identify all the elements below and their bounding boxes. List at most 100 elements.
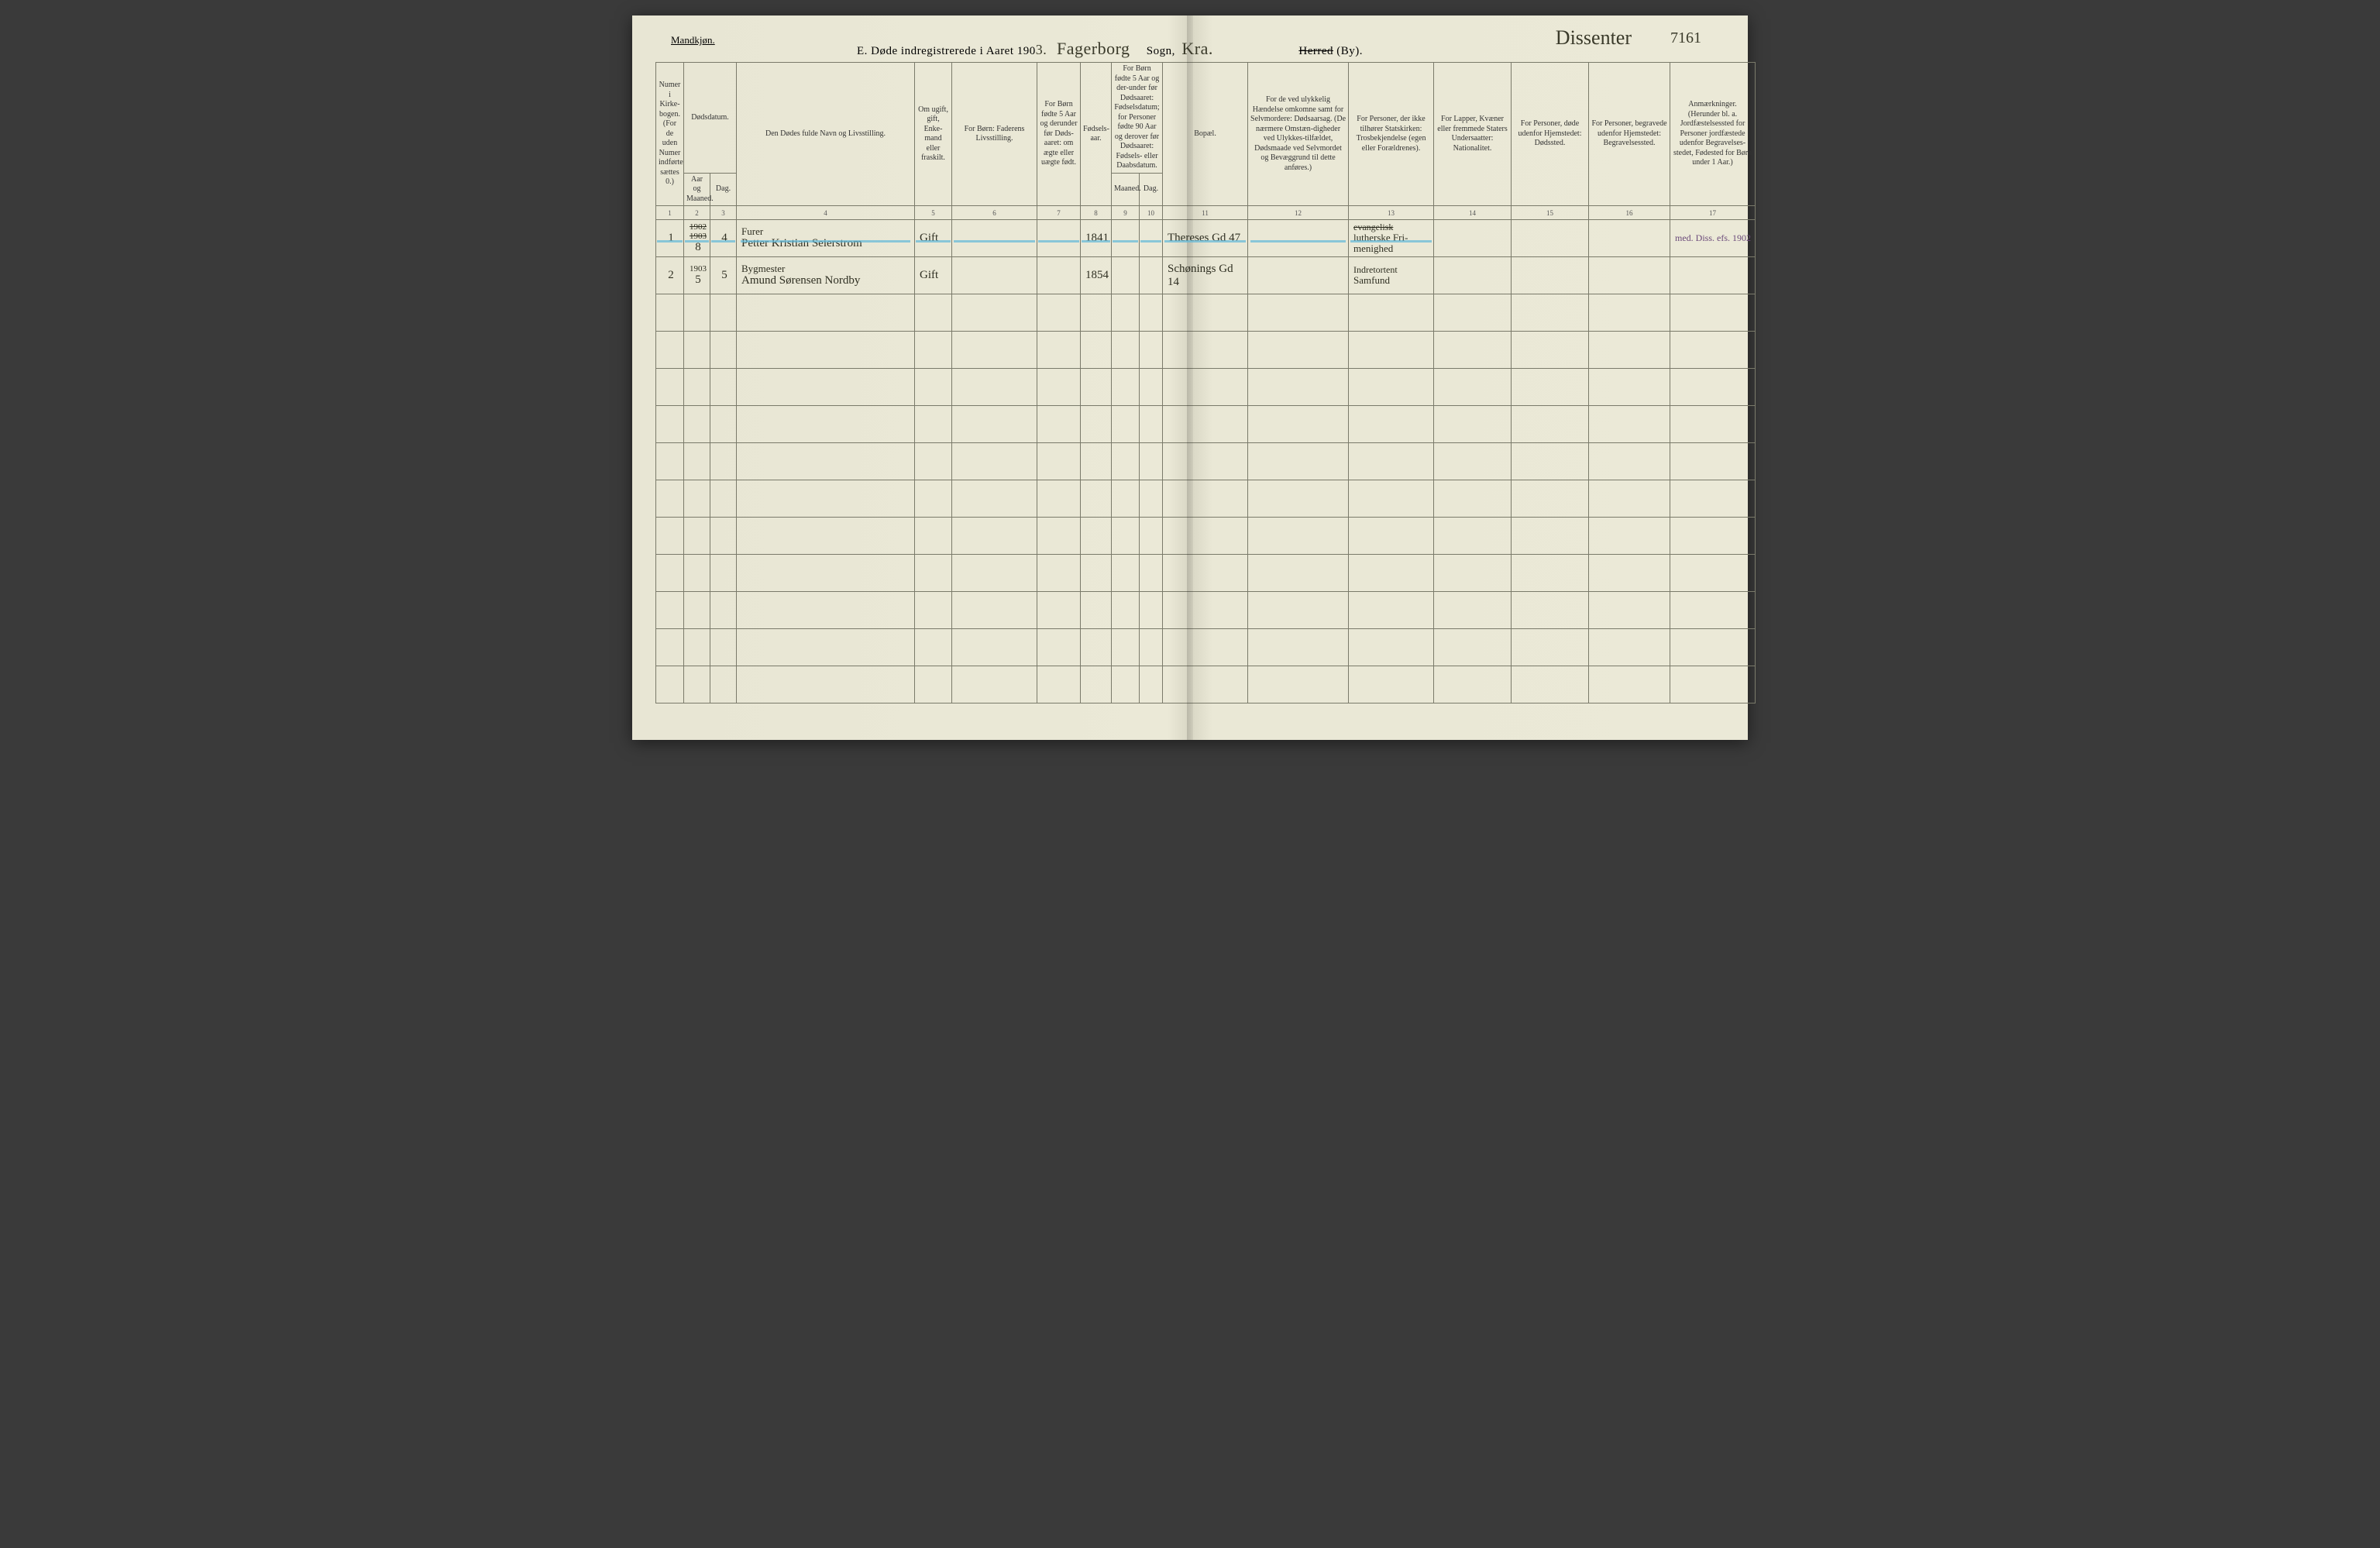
table-row — [656, 480, 1756, 518]
cell-cause — [1248, 220, 1349, 257]
cell-burialplace — [1589, 257, 1670, 294]
data-rows: 1 1902 1903 8 4 Furer Petter Kristian Se… — [656, 220, 1756, 294]
cell-birthyear: 1854 — [1081, 257, 1112, 294]
colnum: 4 — [737, 206, 915, 220]
column-number-row: 1 2 3 4 5 6 7 8 9 10 11 12 13 14 15 16 1… — [656, 206, 1756, 220]
gender-label: Mandkjøn. — [671, 34, 715, 46]
cell-nationality — [1434, 257, 1512, 294]
col-number: Numer i Kirke-bogen. (For de uden Numer … — [656, 63, 684, 206]
cell-legitimacy — [1037, 220, 1081, 257]
col-residence: Bopæl. — [1163, 63, 1248, 206]
col-legitimacy: For Børn fødte 5 Aar og derunder før Død… — [1037, 63, 1081, 206]
empty-rows — [656, 294, 1756, 703]
cell-father — [952, 220, 1037, 257]
cell-birth-month — [1112, 257, 1140, 294]
col-month: Aar og Maaned. — [684, 173, 710, 206]
col-birthdate: For Børn fødte 5 Aar og der-under før Dø… — [1112, 63, 1163, 174]
cell-deathplace — [1512, 220, 1589, 257]
cell-civil: Gift — [915, 220, 952, 257]
page-number: 7161 — [1670, 29, 1701, 47]
col-birth-month: Maaned. — [1112, 173, 1140, 206]
col-deathdate: Dødsdatum. — [684, 63, 737, 174]
herred-struck: Herred — [1298, 45, 1333, 57]
cell-birth-day — [1140, 220, 1163, 257]
table-header: Numer i Kirke-bogen. (For de uden Numer … — [656, 63, 1756, 220]
page-header: Mandkjøn. E. Døde indregistrerede i Aare… — [655, 31, 1725, 57]
col-notes: Anmærkninger. (Herunder bl. a. Jordfæste… — [1670, 63, 1756, 206]
colnum: 1 — [656, 206, 684, 220]
cell-day: 5 — [710, 257, 737, 294]
title-line: E. Døde indregistrerede i Aaret 1903. Fa… — [857, 39, 1363, 59]
colnum: 10 — [1140, 206, 1163, 220]
table-row — [656, 294, 1756, 332]
col-civil: Om ugift, gift, Enke-mand eller fraskilt… — [915, 63, 952, 206]
by-label: (By). — [1336, 45, 1363, 57]
col-father: For Børn: Faderens Livsstilling. — [952, 63, 1037, 206]
cell-residence: Schønings Gd 14 — [1163, 257, 1248, 294]
table-row — [656, 592, 1756, 629]
col-birthyear: Fødsels-aar. — [1081, 63, 1112, 206]
parish-handwritten: Fagerborg — [1057, 39, 1130, 58]
col-deathplace: For Personer, døde udenfor Hjemstedet: D… — [1512, 63, 1589, 206]
cell-notes: med. Diss. efs. 1902 — [1670, 220, 1756, 257]
register-table: Numer i Kirke-bogen. (For de uden Numer … — [655, 62, 1756, 703]
cell-cause — [1248, 257, 1349, 294]
cell-faith: evangelisk lutherske Fri-menighed — [1349, 220, 1434, 257]
colnum: 6 — [952, 206, 1037, 220]
cell-month: 1903 5 — [684, 257, 710, 294]
cell-number: 2 — [656, 257, 684, 294]
cell-burialplace — [1589, 220, 1670, 257]
cell-birthyear: 1841 — [1081, 220, 1112, 257]
colnum: 8 — [1081, 206, 1112, 220]
cell-number: 1 — [656, 220, 684, 257]
table-row: 2 1903 5 5 Bygmester Amund Sørensen Nord… — [656, 257, 1756, 294]
cell-day: 4 — [710, 220, 737, 257]
colnum: 2 — [684, 206, 710, 220]
table-row — [656, 406, 1756, 443]
table-row: 1 1902 1903 8 4 Furer Petter Kristian Se… — [656, 220, 1756, 257]
colnum: 5 — [915, 206, 952, 220]
table-row — [656, 555, 1756, 592]
colnum: 7 — [1037, 206, 1081, 220]
year-handwritten: 3. — [1036, 42, 1047, 57]
col-faith: For Personer, der ikke tilhører Statskir… — [1349, 63, 1434, 206]
cell-birth-month — [1112, 220, 1140, 257]
cell-name: Bygmester Amund Sørensen Nordby — [737, 257, 915, 294]
col-name: Den Dødes fulde Navn og Livsstilling. — [737, 63, 915, 206]
table-row — [656, 629, 1756, 666]
cell-birth-day — [1140, 257, 1163, 294]
city-handwritten: Kra. — [1181, 39, 1212, 58]
cell-month: 1902 1903 8 — [684, 220, 710, 257]
dissenter-annotation: Dissenter — [1556, 26, 1632, 50]
col-nationality: For Lapper, Kvæner eller fremmede Stater… — [1434, 63, 1512, 206]
col-cause: For de ved ulykkelig Hændelse omkomne sa… — [1248, 63, 1349, 206]
title-prefix: E. Døde indregistrerede i Aaret 190 — [857, 45, 1036, 57]
colnum: 12 — [1248, 206, 1349, 220]
colnum: 11 — [1163, 206, 1248, 220]
cell-residence: Thereses Gd 47 — [1163, 220, 1248, 257]
cell-civil: Gift — [915, 257, 952, 294]
cell-nationality — [1434, 220, 1512, 257]
colnum: 16 — [1589, 206, 1670, 220]
col-burialplace: For Personer, begravede udenfor Hjemsted… — [1589, 63, 1670, 206]
table-row — [656, 332, 1756, 369]
table-row — [656, 518, 1756, 555]
table-row — [656, 666, 1756, 703]
colnum: 9 — [1112, 206, 1140, 220]
cell-deathplace — [1512, 257, 1589, 294]
table-row — [656, 443, 1756, 480]
cell-father — [952, 257, 1037, 294]
table-row — [656, 369, 1756, 406]
cell-legitimacy — [1037, 257, 1081, 294]
colnum: 14 — [1434, 206, 1512, 220]
colnum: 13 — [1349, 206, 1434, 220]
col-birth-day: Dag. — [1140, 173, 1163, 206]
colnum: 17 — [1670, 206, 1756, 220]
colnum: 15 — [1512, 206, 1589, 220]
sogn-label: Sogn, — [1147, 45, 1175, 57]
cell-faith: Indretortent Samfund — [1349, 257, 1434, 294]
colnum: 3 — [710, 206, 737, 220]
col-day: Dag. — [710, 173, 737, 206]
cell-name: Furer Petter Kristian Seierstrom — [737, 220, 915, 257]
cell-notes — [1670, 257, 1756, 294]
